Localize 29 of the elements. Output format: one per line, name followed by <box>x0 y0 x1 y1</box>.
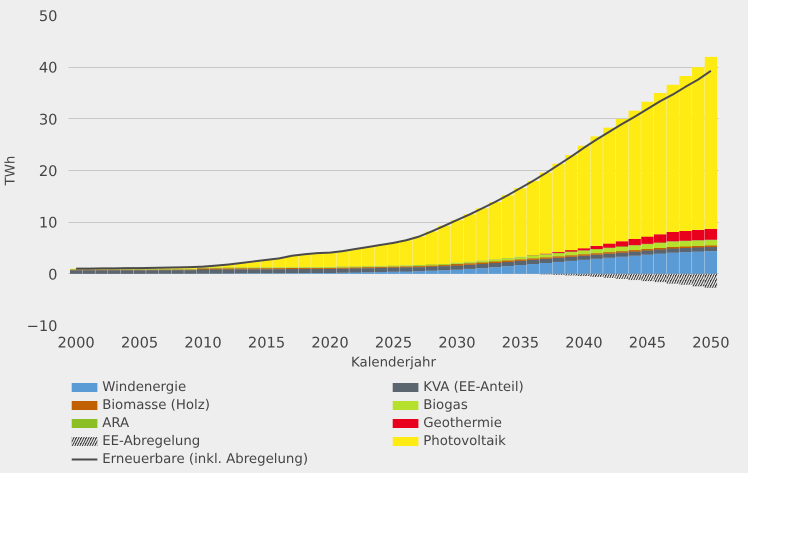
y-tick-label: 0 <box>48 266 58 284</box>
legend-label: KVA (EE-Anteil) <box>423 380 524 395</box>
legend-label: ARA <box>102 416 130 431</box>
x-tick-label: 2010 <box>184 334 222 352</box>
x-tick-label: 2015 <box>248 334 286 352</box>
x-tick-label: 2000 <box>57 334 95 352</box>
x-tick-label: 2030 <box>438 334 476 352</box>
y-tick-label: −10 <box>26 318 58 335</box>
x-tick-label: 2005 <box>120 334 158 352</box>
x-axis-title: Kalenderjahr <box>351 356 436 370</box>
legend-label: Biomasse (Holz) <box>102 398 210 413</box>
y-tick-label: 10 <box>38 214 58 232</box>
y-tick-label: 50 <box>38 8 58 25</box>
x-tick-label: 2020 <box>311 334 349 352</box>
legend-label: Photovoltaik <box>423 434 506 449</box>
x-tick-label: 2035 <box>502 334 540 352</box>
legend-label: Windenergie <box>102 380 186 395</box>
legend-label: EE-Abregelung <box>102 434 200 449</box>
x-tick-label: 2040 <box>565 334 603 352</box>
y-tick-label: 30 <box>38 111 58 128</box>
legend-label: Erneuerbare (inkl. Abregelung) <box>102 452 308 467</box>
legend-label: Biogas <box>423 398 468 413</box>
y-axis-title: TWh <box>4 156 19 186</box>
y-tick-label: 40 <box>38 60 58 77</box>
x-tick-label: 2025 <box>374 334 412 352</box>
legend-label: Geothermie <box>423 416 502 431</box>
y-tick-label: 20 <box>38 163 58 180</box>
x-tick-label: 2050 <box>692 334 730 352</box>
x-tick-label: 2045 <box>628 334 666 352</box>
